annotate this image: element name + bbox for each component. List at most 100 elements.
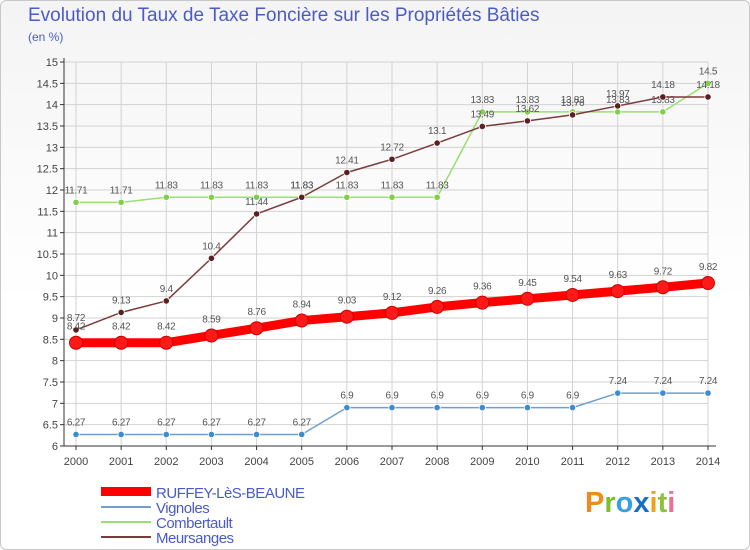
data-point [343, 168, 351, 177]
data-point [117, 198, 125, 206]
logo-letter: x [633, 487, 650, 519]
data-label: 13.83 [516, 95, 540, 106]
data-point [343, 403, 351, 412]
y-tick-label: 6 [52, 441, 58, 453]
data-point [523, 403, 532, 412]
data-point [520, 291, 535, 306]
y-tick-label: 14 [46, 100, 58, 112]
x-tick-label: 2005 [289, 456, 313, 468]
data-point [388, 403, 396, 412]
data-label: 11.83 [155, 180, 179, 191]
y-tick-label: 11 [47, 228, 58, 240]
data-point [478, 108, 486, 116]
data-label: 9.54 [563, 274, 582, 285]
data-point [701, 276, 715, 291]
data-label: 6.9 [476, 391, 490, 402]
data-label: 12.41 [335, 156, 359, 167]
data-label: 13.83 [561, 95, 585, 106]
data-label: 6.9 [521, 391, 535, 402]
data-label: 8.59 [202, 314, 221, 325]
data-label: 10.4 [202, 241, 221, 252]
legend-swatch-ruffey [101, 487, 151, 496]
data-point [204, 328, 219, 343]
y-tick-label: 10.5 [37, 249, 58, 261]
data-point [568, 403, 577, 412]
data-label: 6.9 [431, 391, 445, 402]
data-point [475, 295, 490, 310]
data-point [659, 93, 667, 101]
logo-letter: i [667, 487, 676, 519]
x-tick-label: 2009 [470, 456, 494, 468]
x-tick-label: 2003 [199, 456, 223, 468]
data-point [430, 299, 445, 314]
x-tick-label: 2011 [561, 456, 585, 468]
data-point [72, 326, 80, 334]
data-point [114, 335, 129, 350]
data-point [659, 389, 667, 397]
x-tick-label: 2014 [696, 456, 720, 468]
data-label: 13.83 [606, 95, 630, 106]
data-label: 6.9 [340, 391, 354, 402]
data-label: 8.42 [157, 322, 176, 333]
data-label: 9.13 [112, 295, 131, 306]
data-label: 11.83 [335, 180, 359, 191]
data-label: 14.5 [699, 66, 718, 77]
data-point [433, 139, 441, 147]
data-point [207, 193, 216, 201]
legend-swatch-vignoles [101, 506, 151, 508]
data-point [704, 389, 712, 397]
data-label: 9.12 [383, 292, 402, 303]
y-tick-label: 9.5 [43, 292, 58, 304]
data-point [162, 430, 170, 439]
data-label: 9.45 [518, 278, 537, 289]
y-tick-label: 10 [46, 270, 58, 282]
data-point [343, 193, 351, 201]
data-label: 7.24 [699, 376, 718, 387]
data-point [388, 155, 396, 163]
data-label: 11.83 [290, 180, 314, 191]
data-point [117, 430, 125, 439]
data-point [252, 193, 261, 201]
data-point [207, 254, 216, 262]
data-label: 13.76 [561, 98, 585, 109]
x-tick-label: 2012 [605, 456, 629, 468]
data-point [659, 108, 667, 116]
data-label: 11.83 [290, 180, 314, 191]
data-label: 6.27 [157, 417, 176, 428]
data-point [385, 305, 399, 320]
data-label: 13.83 [471, 95, 495, 106]
data-point [72, 198, 80, 206]
data-label: 11.83 [381, 180, 405, 191]
data-label: 6.27 [112, 417, 131, 428]
logo-letter: t [657, 487, 668, 519]
data-point [72, 430, 80, 439]
legend-swatch-combertault [101, 521, 151, 523]
data-point [478, 403, 486, 412]
y-tick-label: 15 [46, 57, 58, 69]
legend-label-vignoles: Vignoles [156, 500, 210, 517]
data-point [614, 108, 622, 116]
data-point [478, 122, 486, 131]
y-tick-label: 11.5 [37, 206, 58, 218]
data-point [117, 308, 125, 317]
data-point [704, 93, 712, 101]
legend-swatch-meursanges [101, 536, 151, 538]
data-point [388, 193, 396, 201]
data-point [159, 335, 174, 350]
y-tick-label: 12 [46, 185, 58, 197]
logo-letter: P [585, 487, 605, 519]
data-label: 13.97 [606, 89, 630, 100]
legend-label-combertault: Combertault [156, 515, 233, 532]
data-label: 9.63 [609, 270, 628, 281]
data-label: 11.71 [110, 185, 134, 196]
x-tick-label: 2008 [425, 456, 449, 468]
data-point [207, 430, 216, 439]
data-point [339, 309, 354, 324]
data-point [252, 430, 261, 439]
data-point [565, 287, 580, 302]
y-tick-label: 12.5 [37, 164, 58, 176]
legend-label-ruffey: RUFFEY-LèS-BEAUNE [156, 485, 305, 502]
data-point [252, 210, 261, 218]
data-label: 6.9 [385, 391, 399, 402]
